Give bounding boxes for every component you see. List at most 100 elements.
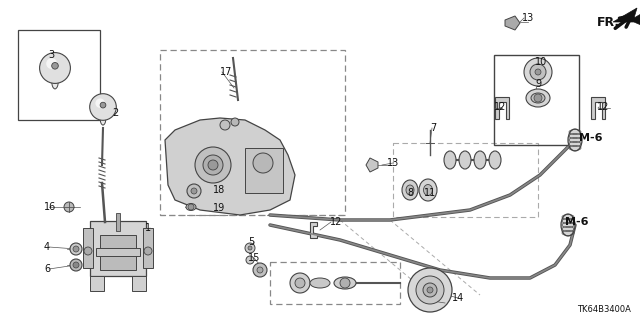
- Circle shape: [73, 262, 79, 268]
- Text: TK64B3400A: TK64B3400A: [577, 306, 631, 315]
- Bar: [116, 213, 120, 231]
- Circle shape: [188, 204, 194, 210]
- Text: 8: 8: [407, 188, 413, 198]
- Text: 12: 12: [597, 102, 609, 112]
- Polygon shape: [613, 8, 640, 28]
- Text: 19: 19: [213, 203, 225, 213]
- Circle shape: [408, 268, 452, 312]
- Text: 1: 1: [145, 223, 151, 233]
- Circle shape: [73, 246, 79, 252]
- Circle shape: [52, 63, 58, 69]
- Circle shape: [257, 267, 263, 273]
- Circle shape: [220, 120, 230, 130]
- Circle shape: [70, 259, 82, 271]
- Ellipse shape: [531, 93, 545, 103]
- Circle shape: [524, 58, 552, 86]
- Bar: [245, 148, 283, 193]
- Ellipse shape: [561, 214, 575, 236]
- Ellipse shape: [459, 151, 471, 169]
- Ellipse shape: [474, 151, 486, 169]
- Polygon shape: [165, 118, 295, 215]
- Ellipse shape: [444, 151, 456, 169]
- Circle shape: [187, 184, 201, 198]
- Text: 3: 3: [48, 50, 54, 60]
- Text: 17: 17: [220, 67, 232, 77]
- Text: 11: 11: [424, 188, 436, 198]
- Ellipse shape: [526, 89, 550, 107]
- Circle shape: [100, 102, 106, 108]
- Circle shape: [427, 287, 433, 293]
- Circle shape: [84, 247, 92, 255]
- Bar: [100, 235, 136, 270]
- Circle shape: [246, 256, 254, 264]
- Circle shape: [195, 147, 231, 183]
- Text: 10: 10: [535, 57, 547, 67]
- Text: 13: 13: [387, 158, 399, 168]
- Circle shape: [245, 243, 255, 253]
- Text: 15: 15: [248, 253, 260, 263]
- Ellipse shape: [419, 179, 437, 201]
- Circle shape: [40, 53, 70, 83]
- Text: 9: 9: [535, 79, 541, 89]
- Text: M-6: M-6: [579, 133, 602, 143]
- Circle shape: [416, 276, 444, 304]
- Text: 12: 12: [494, 102, 506, 112]
- Bar: [494, 55, 579, 145]
- Text: 12: 12: [330, 217, 342, 227]
- Text: 7: 7: [430, 123, 436, 133]
- Bar: [143, 228, 153, 268]
- Polygon shape: [366, 158, 378, 172]
- Text: 18: 18: [213, 185, 225, 195]
- Bar: [96, 248, 140, 256]
- Circle shape: [295, 278, 305, 288]
- Polygon shape: [505, 16, 520, 30]
- Circle shape: [340, 278, 350, 288]
- Circle shape: [248, 246, 252, 250]
- Ellipse shape: [402, 180, 418, 200]
- Circle shape: [191, 188, 197, 194]
- Text: 6: 6: [44, 264, 50, 274]
- Ellipse shape: [424, 184, 433, 196]
- Circle shape: [90, 94, 116, 120]
- Polygon shape: [495, 97, 509, 119]
- Polygon shape: [591, 97, 605, 119]
- Circle shape: [231, 118, 239, 126]
- Circle shape: [253, 263, 267, 277]
- Bar: [90, 276, 104, 291]
- Text: 13: 13: [522, 13, 534, 23]
- Bar: [132, 276, 146, 291]
- Circle shape: [203, 155, 223, 175]
- Ellipse shape: [406, 185, 414, 195]
- Ellipse shape: [310, 278, 330, 288]
- Circle shape: [64, 202, 74, 212]
- Circle shape: [208, 160, 218, 170]
- Text: M-6: M-6: [565, 217, 589, 227]
- Bar: [270, 262, 400, 304]
- Bar: [393, 143, 538, 217]
- Ellipse shape: [100, 112, 106, 125]
- Bar: [160, 50, 345, 215]
- Ellipse shape: [334, 277, 356, 289]
- Circle shape: [95, 99, 105, 108]
- Bar: [83, 228, 93, 268]
- Ellipse shape: [489, 151, 501, 169]
- Text: 16: 16: [44, 202, 56, 212]
- Bar: [18, 30, 100, 120]
- Ellipse shape: [186, 204, 196, 211]
- Ellipse shape: [568, 129, 582, 151]
- Circle shape: [70, 243, 82, 255]
- Circle shape: [423, 283, 437, 297]
- Polygon shape: [310, 222, 317, 238]
- Text: 2: 2: [112, 108, 118, 118]
- Text: 14: 14: [452, 293, 464, 303]
- Circle shape: [253, 153, 273, 173]
- Circle shape: [530, 64, 546, 80]
- Text: 4: 4: [44, 242, 50, 252]
- Circle shape: [534, 94, 542, 102]
- Bar: [90, 221, 146, 276]
- Circle shape: [144, 247, 152, 255]
- Text: 5: 5: [248, 237, 254, 247]
- Circle shape: [46, 58, 57, 69]
- Circle shape: [535, 69, 541, 75]
- Circle shape: [290, 273, 310, 293]
